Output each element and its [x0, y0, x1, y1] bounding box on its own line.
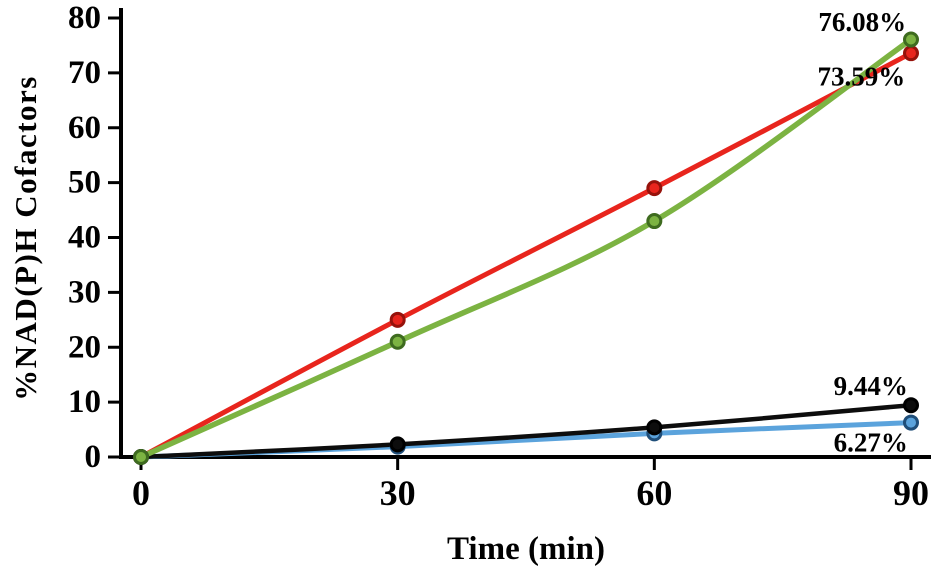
- x-axis-tick-label: 30: [380, 473, 416, 513]
- y-axis-title: %NAD(P)H Cofactors: [8, 75, 43, 401]
- series-line-red: [138, 50, 914, 460]
- x-axis-tick-label: 60: [636, 473, 672, 513]
- series-marker-green: [646, 213, 663, 230]
- series-line-green: [138, 36, 914, 460]
- y-axis-tick-label: 80: [68, 0, 101, 36]
- y-axis-tick-label: 30: [68, 274, 101, 310]
- series-marker-green: [903, 31, 919, 48]
- series-marker-green: [389, 333, 406, 350]
- x-axis-title: Time (min): [447, 531, 605, 567]
- y-axis-tick-label: 10: [68, 384, 101, 420]
- y-axis-tick-label: 20: [68, 329, 101, 365]
- y-axis-tick-label: 60: [68, 110, 101, 146]
- series-marker-red: [903, 45, 919, 62]
- series-marker-black: [903, 397, 919, 414]
- y-axis-tick-label: 40: [68, 220, 101, 256]
- x-axis-tick-label: 90: [893, 473, 929, 513]
- series-line-black: [138, 402, 914, 460]
- series-marker-black: [389, 436, 406, 453]
- series-marker-red: [646, 180, 663, 197]
- data-label-annotation: 9.44%: [834, 371, 908, 401]
- series-marker-red: [389, 311, 406, 328]
- series-marker-black: [646, 419, 663, 436]
- y-axis-tick-label: 0: [85, 439, 102, 475]
- data-label-annotation: 76.08%: [818, 7, 906, 37]
- series-marker-blue: [903, 414, 919, 431]
- data-label-annotation: 6.27%: [834, 428, 908, 458]
- y-axis-tick-label: 70: [68, 55, 101, 91]
- data-label-annotation: 73.59%: [818, 62, 906, 92]
- y-axis-tick-label: 50: [68, 165, 101, 201]
- x-axis-tick-label: 0: [132, 473, 150, 513]
- series-marker-green: [133, 449, 149, 465]
